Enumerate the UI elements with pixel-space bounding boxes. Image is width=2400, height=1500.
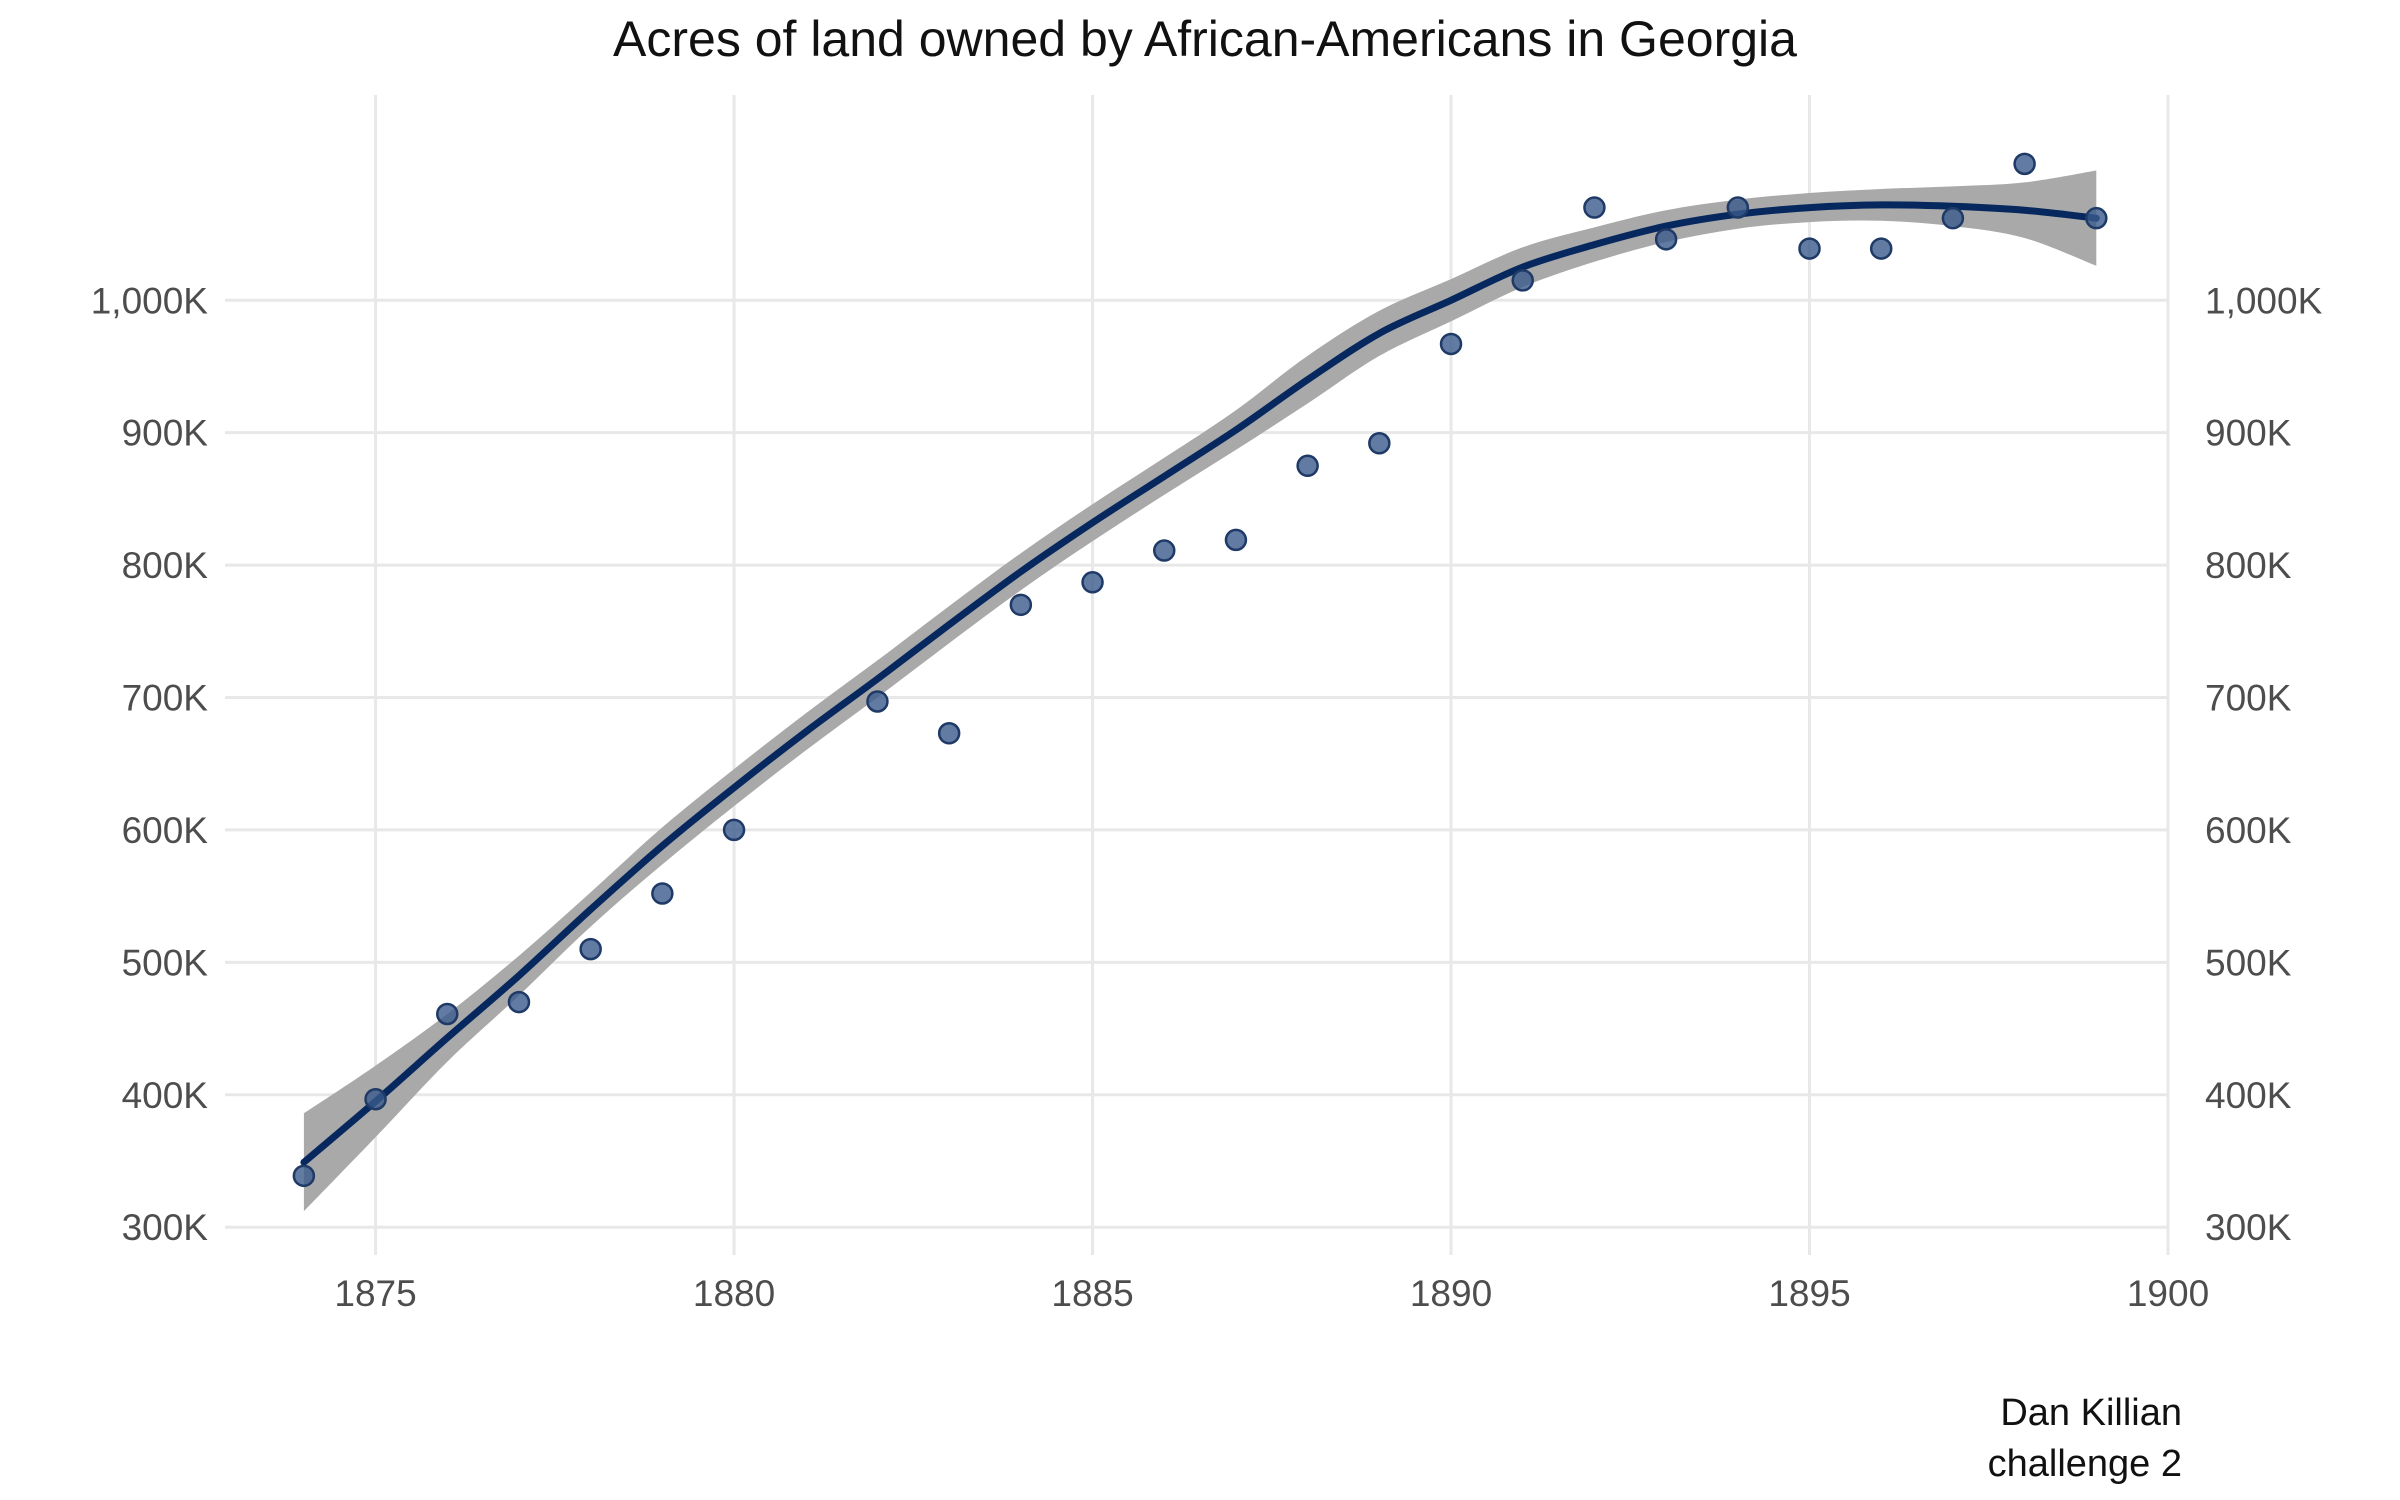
data-point (292, 1164, 316, 1188)
x-tick-label: 1890 (1410, 1273, 1492, 1314)
data-point (1654, 228, 1678, 251)
y-tick-label-left: 300K (122, 1207, 209, 1248)
data-point (1798, 237, 1821, 260)
data-point (2013, 152, 2036, 176)
confidence-band (303, 170, 2097, 1212)
data-point (1511, 269, 1534, 292)
data-point (579, 937, 602, 961)
data-point (364, 1087, 387, 1111)
smooth-trend-line (300, 201, 2100, 1166)
data-point (1009, 593, 1033, 617)
data-point (1869, 237, 1893, 260)
y-tick-label-left: 500K (122, 942, 209, 983)
x-tick-label: 1900 (2127, 1273, 2209, 1314)
data-point (651, 882, 674, 905)
y-tick-label-right: 800K (2205, 545, 2292, 586)
y-tick-label-left: 900K (122, 413, 209, 454)
data-point (866, 690, 889, 713)
smooth-line-layer (300, 201, 2100, 1166)
y-tick-label-left: 800K (122, 545, 209, 586)
data-point (1941, 206, 1965, 230)
data-point (1224, 528, 1248, 552)
data-point (1296, 454, 1319, 478)
data-point (1081, 571, 1104, 594)
data-point (2085, 206, 2108, 230)
data-point (1152, 539, 1176, 562)
y-tick-label-left: 1,000K (91, 280, 209, 321)
y-tick-label-right: 1,000K (2205, 280, 2323, 321)
y-tick-label-right: 500K (2205, 942, 2292, 983)
y-tick-label-left: 600K (122, 810, 209, 851)
data-point (1726, 196, 1750, 219)
y-tick-label-right: 700K (2205, 678, 2292, 719)
x-tick-label: 1895 (1768, 1273, 1850, 1314)
y-tick-label-left: 400K (122, 1075, 209, 1116)
data-point (1368, 432, 1391, 455)
y-tick-label-right: 400K (2205, 1075, 2292, 1116)
data-points (292, 152, 2108, 1188)
y-tick-label-left: 700K (122, 678, 209, 719)
data-point (937, 722, 961, 745)
x-tick-label: 1885 (1051, 1273, 1133, 1314)
y-tick-label-right: 900K (2205, 413, 2292, 454)
x-tick-label: 1880 (693, 1273, 775, 1314)
chart-title: Acres of land owned by African-Americans… (613, 11, 1797, 67)
caption-line-2: challenge 2 (1988, 1443, 2182, 1485)
data-point (436, 1002, 459, 1026)
caption-line-1: Dan Killian (2000, 1392, 2182, 1434)
x-tick-label: 1875 (334, 1273, 416, 1314)
grid (225, 95, 2170, 1255)
y-tick-label-right: 300K (2205, 1207, 2292, 1248)
data-point (507, 990, 531, 1014)
data-point (1439, 332, 1463, 356)
confidence-band-layer (303, 170, 2097, 1212)
data-point (722, 818, 746, 842)
data-point (1583, 196, 1606, 219)
tick-labels: 1875 1880 1885 1890 1895 1900 300K 300K 400K 400K… (91, 280, 2323, 1314)
y-tick-label-right: 600K (2205, 810, 2292, 851)
